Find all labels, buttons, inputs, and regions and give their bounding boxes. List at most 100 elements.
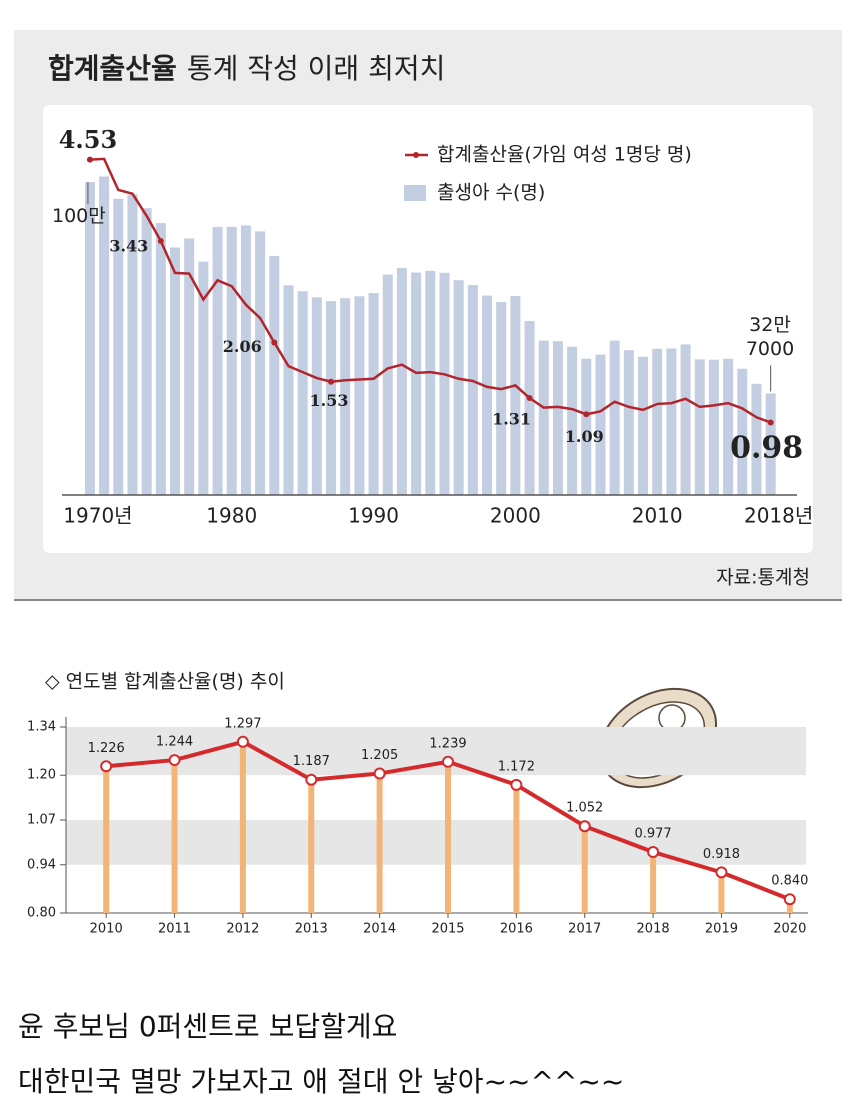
bar (666, 348, 677, 495)
x-tick-label: 1970년 (63, 504, 132, 528)
line-value-label: 1.09 (565, 427, 604, 446)
stem (376, 773, 383, 913)
bar (382, 274, 393, 495)
legend-label: 출생아 수(명) (437, 182, 545, 204)
stem (718, 872, 725, 913)
stem (650, 852, 657, 913)
line-value-label: 3.43 (109, 237, 148, 256)
line (89, 157, 772, 424)
point (578, 820, 591, 833)
value-label: 1.052 (566, 801, 603, 816)
value-label: 0.918 (703, 847, 740, 862)
bar (127, 194, 138, 496)
legend-swatch (404, 185, 426, 201)
bar (538, 340, 549, 495)
bar (765, 393, 776, 495)
bar (638, 356, 649, 495)
x-tick-label: 2011 (158, 922, 191, 937)
bar (340, 298, 351, 495)
y-tick-label: 0.94 (27, 857, 56, 872)
bar (255, 231, 266, 496)
bar (411, 272, 422, 495)
value-label: 1.297 (224, 716, 261, 731)
legend-label: 합계출산율(가임 여성 1명당 명) (437, 144, 692, 166)
x-tick-label: 2010 (90, 922, 123, 937)
point (373, 767, 386, 780)
caption-line: 대한민국 멸망 가보자고 애 절대 안 낳아~~^^~~ (18, 1065, 625, 1098)
bar (708, 359, 719, 495)
line-value-label: 4.53 (59, 125, 117, 154)
line-point (86, 156, 93, 163)
bar (155, 223, 166, 496)
bar (396, 267, 407, 495)
bar (283, 285, 294, 495)
x-tick-label: 1990 (348, 504, 399, 528)
value-label: 0.977 (634, 827, 671, 842)
point (236, 735, 249, 748)
bar (482, 295, 493, 495)
line-point (767, 419, 774, 426)
point (647, 846, 660, 859)
value-label: 1.244 (156, 735, 193, 750)
bar (737, 368, 748, 495)
line-value-label: 2.06 (223, 337, 262, 356)
chart-subtitle: 통계 작성 이래 최저치 (187, 52, 446, 85)
bar (212, 226, 223, 495)
bar (311, 297, 322, 495)
grid-band (66, 820, 806, 865)
bar (694, 359, 705, 495)
stem (239, 741, 246, 913)
bar (297, 291, 308, 495)
bar (368, 293, 379, 495)
line-point (157, 238, 164, 245)
bar-value-label: 100만 (52, 205, 106, 228)
line-value-label: 1.31 (492, 410, 531, 429)
bar (141, 208, 152, 495)
bar (326, 301, 337, 495)
y-tick-label: 1.34 (27, 720, 56, 735)
value-label: 1.187 (293, 754, 330, 769)
bar-value-label: 32만 7000 (745, 314, 795, 361)
bar (269, 255, 280, 495)
point (783, 893, 796, 906)
x-tick-label: 2014 (363, 922, 396, 937)
x-tick-label: 2018 (637, 922, 670, 937)
point (715, 866, 728, 879)
x-tick-label: 2017 (568, 922, 601, 937)
bar (170, 247, 181, 495)
point (305, 773, 318, 786)
bar (453, 280, 464, 495)
x-tick-label: 1980 (206, 504, 257, 528)
bar (609, 340, 620, 495)
point (510, 778, 523, 791)
bar (425, 270, 436, 495)
chart-title: ◇ 연도별 합계출산율(명) 추이 (45, 671, 285, 693)
x-tick-label: 2019 (705, 922, 738, 937)
line-value-label: 0.98 (730, 430, 803, 465)
source: 자료:통계청 (716, 567, 810, 589)
x-tick-label: 2000 (490, 504, 541, 528)
chart-title-bold: 합계출산율 (48, 52, 177, 85)
line-point (328, 378, 335, 385)
line-value-label: 1.53 (310, 391, 349, 410)
bar (198, 261, 209, 495)
bar (581, 358, 592, 495)
bar (467, 285, 478, 495)
bar (354, 296, 365, 495)
bar (84, 182, 95, 496)
stem (513, 784, 520, 913)
line-point (271, 339, 278, 346)
bar (113, 198, 124, 496)
bar (496, 302, 507, 495)
y-tick-label: 0.80 (27, 906, 56, 921)
value-label: 0.840 (771, 874, 808, 889)
value-label: 1.205 (361, 748, 398, 763)
value-label: 1.172 (498, 759, 535, 774)
stem (445, 761, 451, 913)
line-point (526, 395, 533, 402)
value-label: 1.226 (88, 741, 125, 756)
stem (786, 899, 793, 913)
x-tick-label: 2013 (295, 922, 328, 937)
x-tick-label: 2018년 (744, 504, 813, 528)
